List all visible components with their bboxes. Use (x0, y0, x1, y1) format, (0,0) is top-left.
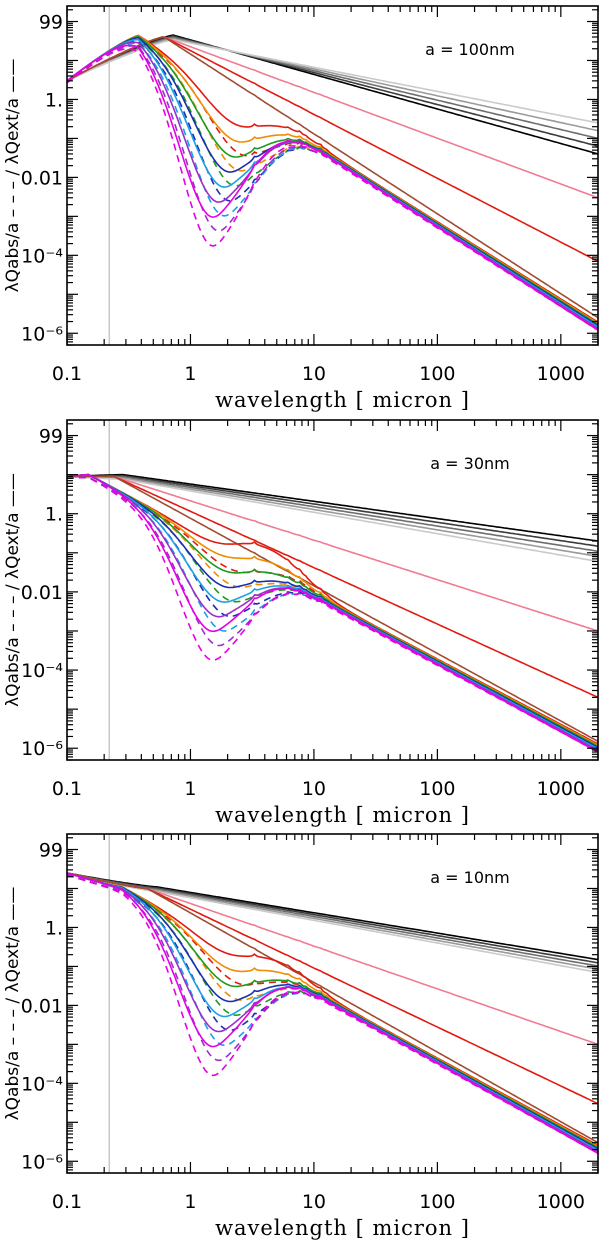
x-tick-label: 1000 (537, 778, 585, 800)
x-tick-label: 1000 (537, 1191, 585, 1213)
x-tick-label: 1 (184, 1191, 196, 1213)
series-line (67, 872, 598, 1144)
series-line (67, 37, 598, 132)
series-line (67, 872, 598, 1155)
x-tick-label: 10 (302, 778, 326, 800)
series-line (67, 41, 598, 330)
x-tick-label: 1000 (537, 363, 585, 385)
series-line (67, 36, 598, 327)
panel-1: 0.1 1 10 100 1000 99 1. 0.01 10⁻⁴ 10⁻⁶ wavelength … (3, 5, 599, 412)
series-line (67, 473, 598, 748)
series-line-dashed (67, 42, 598, 328)
series-line (67, 475, 598, 563)
y-tick-label: 10⁻⁶ (21, 1151, 63, 1173)
panel-3: 0.1 1 10 100 1000 99 1. 0.01 10⁻⁴ 10⁻⁶ wavelength … (3, 833, 599, 1240)
y-tick-label: 10⁻⁴ (21, 245, 63, 267)
plot-frame (66, 833, 599, 1174)
curves (67, 473, 598, 753)
panel-annotation: a = 30nm (430, 454, 509, 473)
series-line (67, 475, 598, 558)
y-tick-label: 99 (39, 12, 63, 34)
x-tick-label: 10 (302, 1191, 326, 1213)
y-tick-label: 99 (39, 840, 63, 862)
series-line (67, 475, 598, 699)
series-line (67, 36, 598, 319)
y-axis: 99 1. 0.01 10⁻⁴ 10⁻⁶ (21, 837, 598, 1174)
x-tick-label: 1 (184, 363, 196, 385)
y-tick-label: 10⁻⁶ (21, 323, 63, 345)
series-line (67, 475, 598, 743)
y-tick-label: 99 (39, 426, 63, 448)
series-line-dashed (67, 45, 598, 330)
y-axis-title: λQabs/a – – – / λQext/a —— (3, 887, 23, 1121)
series-line (67, 38, 598, 328)
x-tick-label: 100 (419, 778, 455, 800)
series-line (67, 38, 598, 124)
y-axis-title: λQabs/a – – – / λQext/a —— (3, 59, 23, 293)
x-axis-title: wavelength [ micron ] (215, 803, 470, 827)
x-tick-label: 0.1 (52, 363, 82, 385)
x-axis: 0.1 1 10 100 1000 (52, 834, 599, 1213)
curves (67, 872, 598, 1155)
x-tick-label: 100 (419, 363, 455, 385)
y-tick-label: 1. (45, 504, 63, 526)
series-line (67, 872, 598, 961)
y-axis: 99 1. 0.01 10⁻⁴ 10⁻⁶ (21, 9, 598, 346)
y-tick-label: 0.01 (21, 582, 63, 604)
series-line (67, 474, 598, 547)
series-line (67, 872, 598, 964)
y-axis-title: λQabs/a – – – / λQext/a —— (3, 473, 23, 707)
y-tick-label: 0.01 (21, 995, 63, 1017)
series-line (67, 475, 598, 553)
x-tick-label: 100 (419, 1191, 455, 1213)
series-line-dashed (67, 48, 598, 331)
x-tick-label: 10 (302, 363, 326, 385)
y-tick-label: 10⁻⁶ (21, 738, 63, 760)
panel-annotation: a = 10nm (430, 868, 509, 887)
curves (67, 34, 598, 331)
series-line-dashed (67, 476, 598, 753)
panel-2: 0.1 1 10 100 1000 99 1. 0.01 10⁻⁴ 10⁻⁶ wavelength … (3, 419, 599, 827)
series-line-dashed (67, 37, 598, 324)
x-axis-title: wavelength [ micron ] (215, 388, 470, 412)
series-line (67, 34, 598, 155)
y-tick-label: 0.01 (21, 167, 63, 189)
plot-frame (66, 419, 599, 761)
panels: 0.1 1 10 100 1000 99 1. 0.01 10⁻⁴ 10⁻⁶ wavelength … (3, 5, 599, 1240)
series-line (67, 473, 598, 746)
series-line-dashed (67, 476, 598, 748)
panel-annotation: a = 100nm (425, 40, 515, 59)
series-line (67, 872, 598, 1046)
y-tick-label: 1. (45, 89, 63, 111)
x-tick-label: 0.1 (52, 1191, 82, 1213)
series-line (67, 872, 598, 970)
x-tick-label: 0.1 (52, 778, 82, 800)
x-axis-title: wavelength [ micron ] (215, 1216, 470, 1240)
series-line-dashed (67, 40, 598, 327)
series-line-dashed (67, 38, 598, 326)
y-tick-label: 10⁻⁴ (21, 660, 63, 682)
series-line (67, 872, 598, 967)
y-tick-label: 10⁻⁴ (21, 1073, 63, 1095)
plot-frame (66, 5, 599, 346)
series-line (67, 475, 598, 632)
x-axis: 0.1 1 10 100 1000 (52, 420, 599, 800)
series-line (67, 36, 598, 140)
series-line (67, 473, 598, 542)
x-tick-label: 1 (184, 778, 196, 800)
series-line (67, 35, 598, 147)
series-line (67, 474, 598, 753)
x-axis: 0.1 1 10 100 1000 (52, 6, 599, 385)
y-axis: 99 1. 0.01 10⁻⁴ 10⁻⁶ (21, 423, 598, 761)
series-line (67, 44, 598, 331)
y-tick-label: 1. (45, 917, 63, 939)
